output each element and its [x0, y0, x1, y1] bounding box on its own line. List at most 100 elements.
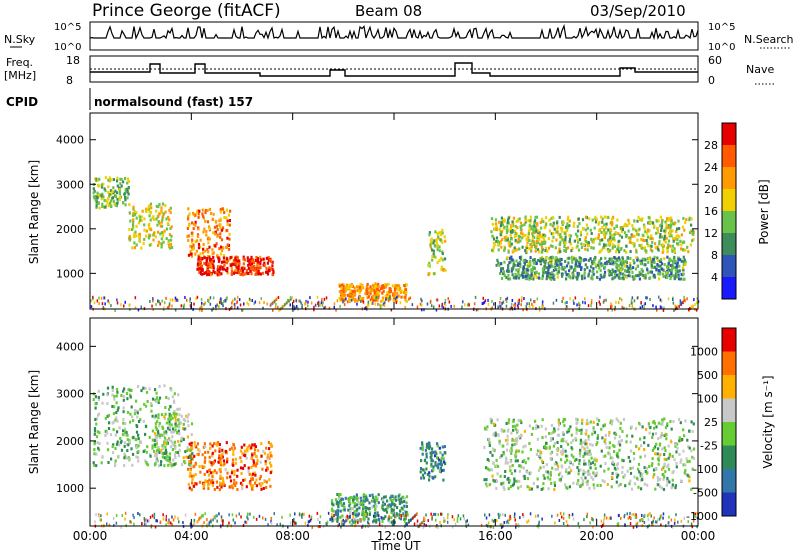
- heatmap-cell: [92, 195, 95, 199]
- heatmap-cell: [439, 451, 442, 455]
- heatmap-cell: [661, 447, 664, 451]
- heatmap-cell: [405, 290, 408, 294]
- heatmap-cell: [680, 277, 683, 281]
- heatmap-cell: [466, 303, 469, 307]
- heatmap-cell: [201, 272, 204, 276]
- freq-tick-top: 18: [66, 54, 80, 67]
- heatmap-cell: [505, 275, 508, 279]
- heatmap-cell: [94, 418, 97, 421]
- heatmap-cell: [548, 229, 551, 233]
- heatmap-cell: [92, 461, 95, 465]
- heatmap-cell: [577, 272, 581, 276]
- heatmap-cell: [431, 515, 433, 518]
- heatmap-cell: [657, 219, 660, 223]
- heatmap-cell: [609, 270, 612, 273]
- heatmap-cell: [266, 453, 269, 457]
- heatmap-cell: [532, 234, 535, 238]
- heatmap-cell: [577, 248, 581, 252]
- heatmap-cell: [141, 209, 144, 213]
- heatmap-cell: [683, 228, 686, 232]
- heatmap-cell: [510, 302, 513, 306]
- heatmap-cell: [515, 437, 519, 441]
- heatmap-cell: [519, 265, 522, 269]
- heatmap-cell: [638, 470, 641, 474]
- heatmap-cell: [677, 256, 681, 260]
- heatmap-cell: [498, 439, 501, 443]
- heatmap-cell: [248, 297, 251, 301]
- heatmap-cell: [512, 267, 515, 270]
- heatmap-cell: [666, 255, 669, 259]
- heatmap-cell: [611, 268, 614, 272]
- heatmap-cell: [527, 264, 530, 268]
- heatmap-cell: [548, 261, 551, 265]
- heatmap-cell: [405, 522, 407, 525]
- heatmap-cell: [611, 419, 614, 423]
- heatmap-cell: [104, 416, 107, 420]
- heatmap-cell: [398, 502, 401, 505]
- heatmap-cell: [523, 429, 526, 433]
- heatmap-cell: [222, 459, 226, 463]
- heatmap-cell: [132, 218, 135, 222]
- heatmap-cell: [629, 250, 632, 253]
- heatmap-cell: [620, 262, 623, 266]
- heatmap-cell: [337, 497, 340, 501]
- heatmap-cell: [368, 501, 371, 505]
- heatmap-cell: [659, 485, 662, 488]
- heatmap-cell: [102, 392, 105, 396]
- heatmap-cell: [603, 423, 606, 427]
- heatmap-cell: [573, 301, 575, 305]
- heatmap-cell: [543, 260, 546, 264]
- heatmap-cell: [93, 463, 96, 467]
- heatmap-cell: [217, 256, 220, 260]
- heatmap-cell: [266, 261, 269, 265]
- heatmap-cell: [156, 396, 159, 400]
- heatmap-cell: [497, 433, 500, 436]
- heatmap-cell: [171, 416, 174, 420]
- heatmap-cell: [566, 256, 569, 260]
- heatmap-cell: [569, 234, 573, 238]
- heatmap-cell: [250, 272, 253, 276]
- heatmap-cell: [375, 296, 378, 299]
- heatmap-cell: [428, 478, 431, 482]
- heatmap-cell: [659, 442, 662, 446]
- heatmap-cell: [676, 446, 679, 450]
- heatmap-cell: [517, 234, 521, 238]
- heatmap-cell: [122, 395, 125, 398]
- heatmap-cell: [198, 209, 201, 213]
- heatmap-cell: [331, 502, 334, 506]
- heatmap-cell: [120, 184, 123, 188]
- heatmap-cell: [176, 407, 179, 411]
- heatmap-cell: [186, 415, 189, 419]
- heatmap-cell: [547, 487, 550, 491]
- heatmap-cell: [164, 406, 167, 409]
- heatmap-cell: [218, 304, 220, 308]
- heatmap-cell: [587, 258, 590, 262]
- heatmap-cell: [245, 271, 248, 275]
- heatmap-cell: [154, 414, 157, 418]
- heatmap-cell: [238, 298, 241, 302]
- heatmap-cell: [204, 450, 207, 454]
- heatmap-cell: [667, 243, 670, 247]
- heatmap-cell: [625, 440, 628, 444]
- heatmap-cell: [250, 487, 254, 491]
- heatmap-cell: [684, 463, 687, 467]
- heatmap-cell: [154, 445, 157, 448]
- heatmap-cell: [505, 448, 509, 452]
- heatmap-cell: [329, 518, 331, 522]
- heatmap-cell: [575, 428, 578, 432]
- heatmap-cell: [235, 261, 238, 265]
- heatmap-cell: [263, 479, 267, 483]
- heatmap-cell: [138, 240, 141, 243]
- heatmap-cell: [253, 261, 256, 265]
- heatmap-cell: [432, 252, 435, 256]
- heatmap-cell: [374, 282, 377, 286]
- heatmap-cell: [221, 207, 224, 211]
- heatmap-cell: [547, 246, 550, 250]
- heatmap-cell: [167, 463, 170, 467]
- heatmap-cell: [663, 306, 665, 310]
- heatmap-cell: [228, 237, 231, 241]
- heatmap-cell: [565, 264, 569, 268]
- heatmap-cell: [643, 482, 646, 486]
- heatmap-cell: [160, 209, 163, 213]
- heatmap-cell: [164, 210, 167, 214]
